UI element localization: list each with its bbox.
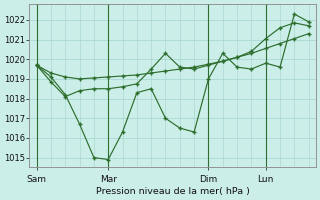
X-axis label: Pression niveau de la mer( hPa ): Pression niveau de la mer( hPa ): [96, 187, 250, 196]
